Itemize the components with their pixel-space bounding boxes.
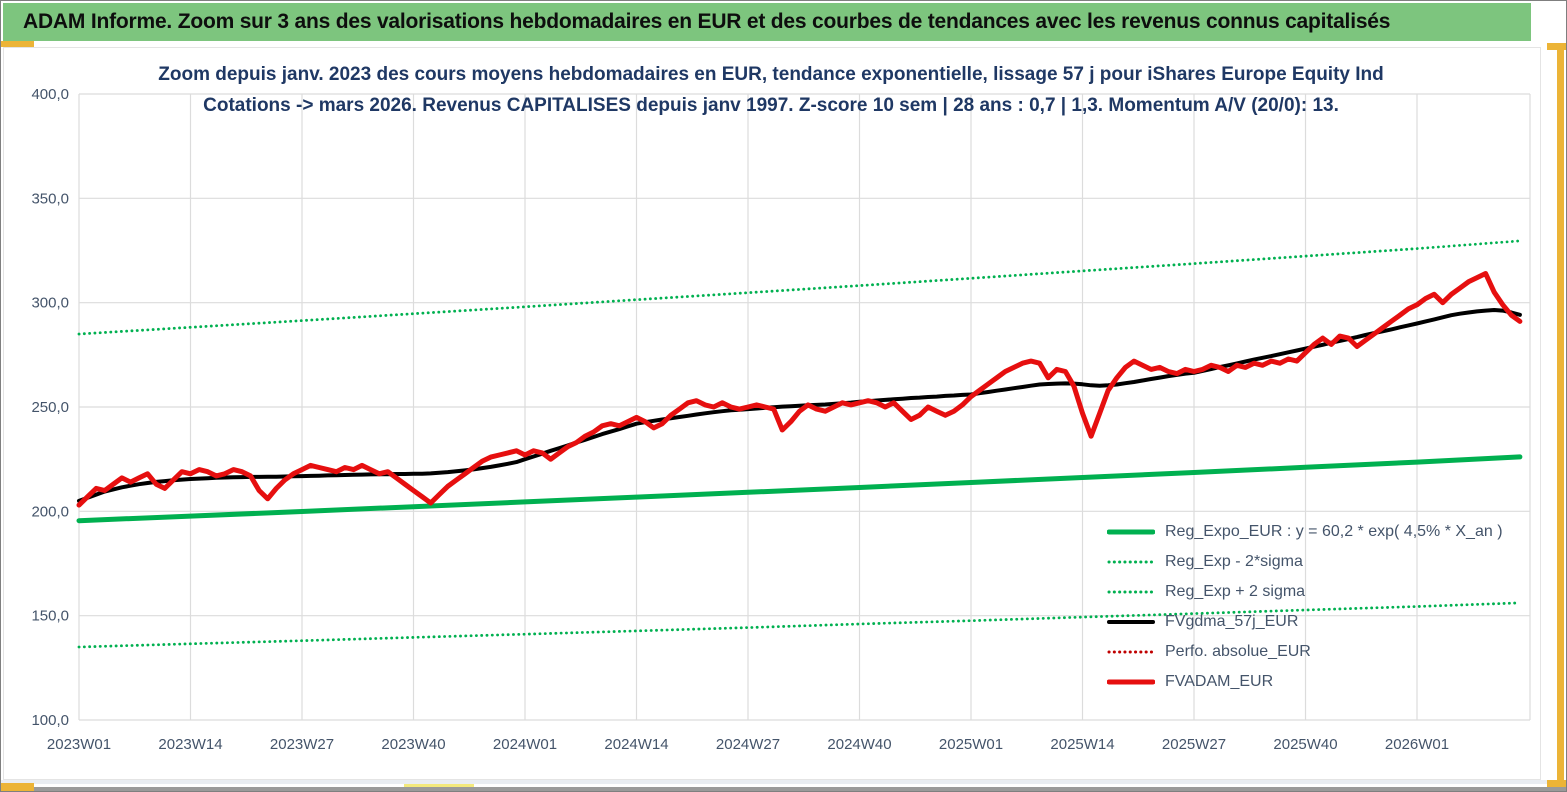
gold-border-bottom-right xyxy=(1547,780,1566,787)
chart-legend: Reg_Expo_EUR : y = 60,2 * exp( 4,5% * X_… xyxy=(1107,517,1503,697)
legend-row-perfo_absolue: Perfo. absolue_EUR xyxy=(1107,637,1503,667)
legend-label-reg_plus_2sigma: Reg_Exp + 2 sigma xyxy=(1165,583,1306,600)
legend-row-reg_minus_2sigma: Reg_Exp - 2*sigma xyxy=(1107,547,1503,577)
legend-label-fvadam: FVADAM_EUR xyxy=(1165,673,1274,690)
y-tick-label: 200,0 xyxy=(31,503,69,520)
series-fvgdma_57j xyxy=(77,308,1522,503)
x-tick-label: 2025W14 xyxy=(1050,736,1114,753)
legend-row-reg_plus_2sigma: Reg_Exp + 2 sigma xyxy=(1107,577,1503,607)
legend-swatch-fvgdma_57j xyxy=(1107,620,1155,624)
legend-label-reg_minus_2sigma: Reg_Exp - 2*sigma xyxy=(1165,553,1303,570)
y-tick-label: 100,0 xyxy=(31,712,69,729)
legend-row-fvadam: FVADAM_EUR xyxy=(1107,667,1503,697)
series-fvadam xyxy=(76,271,1523,508)
legend-label-fvgdma_57j: FVgdma_57j_EUR xyxy=(1165,613,1299,630)
legend-swatch-fvadam xyxy=(1107,679,1155,685)
legend-label-reg_expo: Reg_Expo_EUR : y = 60,2 * exp( 4,5% * X_… xyxy=(1165,523,1503,540)
gold-border-top-left xyxy=(1,41,34,47)
x-tick-label: 2023W40 xyxy=(381,736,445,753)
gold-border-right xyxy=(1557,43,1564,787)
x-tick-label: 2023W27 xyxy=(270,736,334,753)
legend-swatch-reg_expo xyxy=(1107,529,1155,535)
x-tick-label: 2025W40 xyxy=(1273,736,1337,753)
y-tick-label: 250,0 xyxy=(31,399,69,416)
series-reg_plus_2sigma xyxy=(77,239,1522,336)
x-tick-label: 2023W14 xyxy=(158,736,222,753)
series-reg_minus_2sigma xyxy=(77,601,1522,649)
chart-title: Zoom depuis janv. 2023 des cours moyens … xyxy=(1,59,1541,121)
y-tick-label: 400,0 xyxy=(31,86,69,103)
horizontal-scrollbar[interactable] xyxy=(1,787,1566,791)
bottom-divider xyxy=(1,780,1566,784)
legend-label-perfo_absolue: Perfo. absolue_EUR xyxy=(1165,643,1311,660)
x-tick-label: 2025W01 xyxy=(939,736,1003,753)
legend-row-fvgdma_57j: FVgdma_57j_EUR xyxy=(1107,607,1503,637)
chart-title-line2: Cotations -> mars 2026. Revenus CAPITALI… xyxy=(203,95,1339,116)
y-tick-label: 300,0 xyxy=(31,295,69,312)
x-tick-label: 2024W40 xyxy=(827,736,891,753)
x-tick-label: 2024W01 xyxy=(493,736,557,753)
x-tick-label: 2024W27 xyxy=(716,736,780,753)
legend-swatch-reg_plus_2sigma xyxy=(1107,590,1155,594)
y-tick-label: 150,0 xyxy=(31,608,69,625)
chart-object[interactable] xyxy=(3,47,1541,780)
legend-swatch-perfo_absolue xyxy=(1107,650,1155,654)
chart-title-line1: Zoom depuis janv. 2023 des cours moyens … xyxy=(158,64,1384,85)
sheet-header-bar: ADAM Informe. Zoom sur 3 ans des valoris… xyxy=(3,3,1531,41)
sheet-header-title: ADAM Informe. Zoom sur 3 ans des valoris… xyxy=(23,10,1391,33)
x-tick-label: 2025W27 xyxy=(1162,736,1226,753)
scrollbar-thumb-highlight xyxy=(404,784,474,787)
series-reg_expo xyxy=(76,454,1523,524)
legend-swatch-reg_minus_2sigma xyxy=(1107,560,1155,564)
y-tick-label: 350,0 xyxy=(31,190,69,207)
x-tick-label: 2024W14 xyxy=(604,736,668,753)
legend-row-reg_expo: Reg_Expo_EUR : y = 60,2 * exp( 4,5% * X_… xyxy=(1107,517,1503,547)
gold-border-top-right xyxy=(1547,43,1566,50)
gold-border-bottom-left xyxy=(1,783,34,791)
x-tick-label: 2023W01 xyxy=(47,736,111,753)
x-tick-label: 2026W01 xyxy=(1385,736,1449,753)
